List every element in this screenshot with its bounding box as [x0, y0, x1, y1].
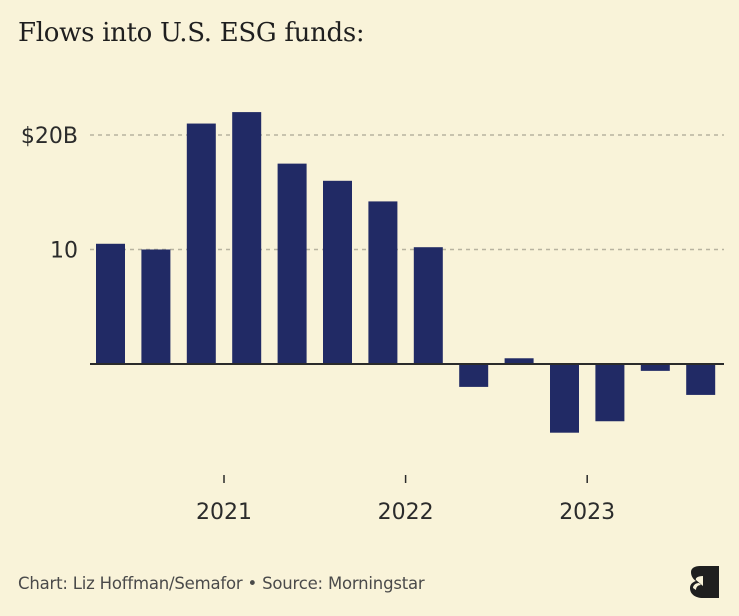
source-credit: Chart: Liz Hoffman/Semafor • Source: Mor… — [18, 574, 425, 593]
gridlines — [90, 134, 724, 251]
bar — [504, 358, 534, 364]
y-tick-label: 10 — [50, 239, 78, 264]
bar — [595, 364, 625, 422]
x-tick-label: 2023 — [559, 500, 615, 525]
chart-title: Flows into U.S. ESG funds: — [18, 18, 365, 48]
bar — [96, 243, 125, 364]
bar — [323, 180, 352, 364]
bar — [640, 364, 670, 371]
bar — [232, 112, 262, 364]
bar — [686, 364, 716, 395]
x-tick-label: 2021 — [196, 500, 252, 525]
bars — [96, 112, 716, 433]
y-tick-label: $20B — [21, 124, 78, 149]
bar — [550, 364, 579, 433]
bar — [186, 123, 216, 364]
y-tick-labels: 10 $20B — [21, 124, 78, 264]
bar — [459, 364, 489, 387]
x-ticks: 2021 2022 2023 — [196, 475, 615, 525]
x-tick-label: 2022 — [378, 500, 434, 525]
semafor-logo-icon — [690, 566, 719, 598]
bar — [141, 249, 171, 364]
bar — [368, 201, 398, 364]
bar — [413, 247, 443, 364]
bar-chart: 10 $20B 2021 2022 2023 — [21, 112, 724, 525]
bar — [277, 163, 307, 364]
